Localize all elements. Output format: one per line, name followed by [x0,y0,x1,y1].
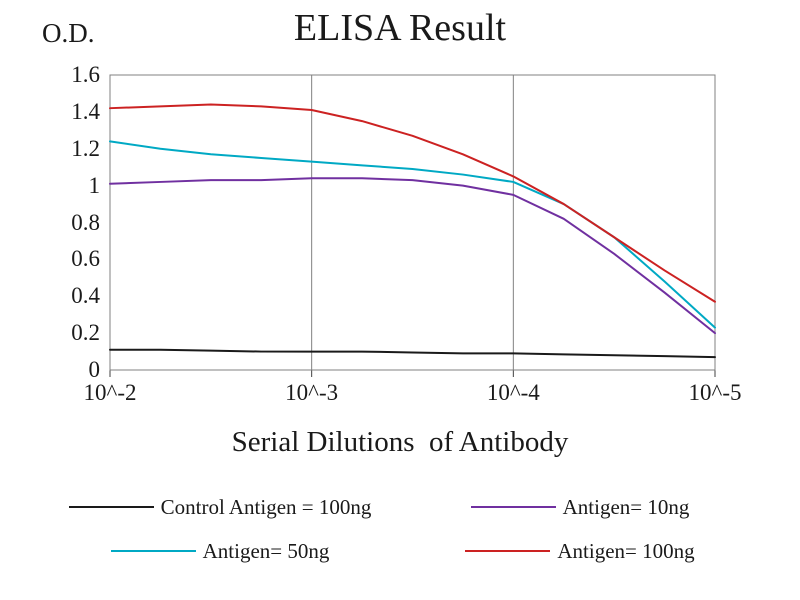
legend-item-antigen-10ng: Antigen= 10ng [400,492,760,522]
y-tick-label: 0.2 [71,320,100,346]
legend-line-antigen-50ng-icon [110,550,196,552]
legend-label-antigen-100ng: Antigen= 100ng [557,538,695,563]
x-axis-title: Serial Dilutions of Antibody [231,426,569,458]
y-tick-label: 0 [88,357,101,382]
legend-line-antigen-10ng-icon [470,506,556,508]
plot-border [109,74,716,371]
legend-item-antigen-100ng: Antigen= 100ng [400,536,760,566]
y-axis-label: O.D. [42,18,95,48]
x-tick-label: 10^-4 [486,380,540,405]
x-axis-tick-labels: 10^-2 10^-3 10^-4 10^-5 [0,380,800,412]
legend-item-antigen-50ng: Antigen= 50ng [40,536,400,566]
y-tick-label: 1 [88,172,101,198]
x-tick-label: 10^-5 [688,380,742,405]
legend-line-antigen-100ng-icon [465,550,551,552]
y-tick-label: 0.8 [71,209,100,235]
y-axis-tick-labels: 1.6 1.4 1.2 1 0.8 0.6 0.4 0.2 0 [0,0,100,470]
legend-label-antigen-50ng: Antigen= 50ng [202,538,330,563]
y-tick-label: 1.6 [71,62,100,87]
y-tick-label: 1.4 [71,98,100,124]
legend-item-control-antigen: Control Antigen = 100ng [40,492,400,522]
chart-title: ELISA Result [293,7,507,49]
y-tick-label: 1.2 [71,135,100,161]
series-line-antigen-10ng [109,177,716,335]
legend: Control Antigen = 100ng Antigen= 10ng An… [40,492,760,566]
y-tick-label: 0.6 [71,246,100,272]
x-tick-label: 10^-3 [285,380,339,405]
plot-area [109,74,716,377]
legend-label-antigen-10ng: Antigen= 10ng [562,494,690,519]
x-tick-label: 10^-2 [83,380,137,405]
series-line-antigen-100ng [109,103,716,303]
legend-line-control-antigen-icon [68,506,154,508]
series-line-antigen-50ng [109,140,716,329]
y-tick-label: 0.4 [71,283,100,309]
legend-label-control-antigen: Control Antigen = 100ng [160,494,372,519]
series-line-control-antigen-100ng [109,348,716,359]
